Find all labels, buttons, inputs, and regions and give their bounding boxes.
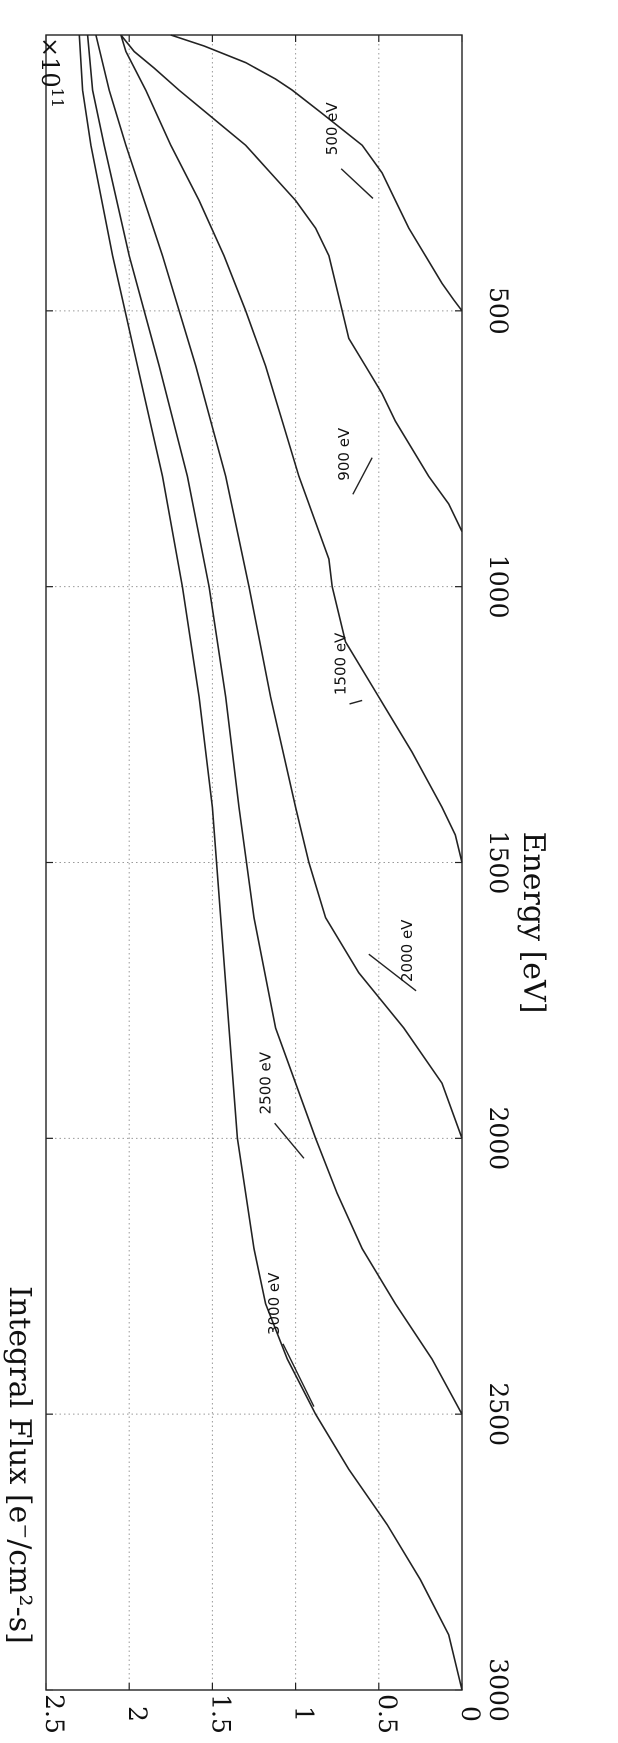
series-label-1: 500 eV: [323, 102, 341, 156]
y-tick-label: 0: [456, 1706, 485, 1722]
y-axis-label: Integral Flux [e⁻/cm²-s]: [2, 1286, 37, 1644]
series-label-3: 1500 eV: [332, 632, 350, 695]
y-tick-label: 1.5: [206, 1694, 235, 1734]
x-tick-label: 2500: [484, 1382, 513, 1446]
y-tick-label: 1: [290, 1706, 319, 1722]
x-tick-label: 1500: [484, 831, 513, 895]
x-tick-label: 3000: [484, 1658, 513, 1722]
y-tick-label: 2.5: [40, 1694, 69, 1734]
y-tick-label: 0.5: [373, 1694, 402, 1734]
y-tick-label: 2: [123, 1706, 152, 1722]
y-multiplier-label: ×1011: [36, 37, 67, 108]
series-label-6: 3000 eV: [265, 1272, 283, 1335]
x-tick-label: 1000: [484, 555, 513, 619]
x-tick-label: 2000: [484, 1107, 513, 1171]
x-tick-label: 500: [484, 287, 513, 335]
series-label-5: 2500 eV: [257, 1051, 275, 1114]
series-label-4: 2000 eV: [398, 919, 416, 982]
x-axis-label: Energy [eV]: [516, 832, 551, 1014]
series-label-2: 900 eV: [335, 427, 353, 481]
